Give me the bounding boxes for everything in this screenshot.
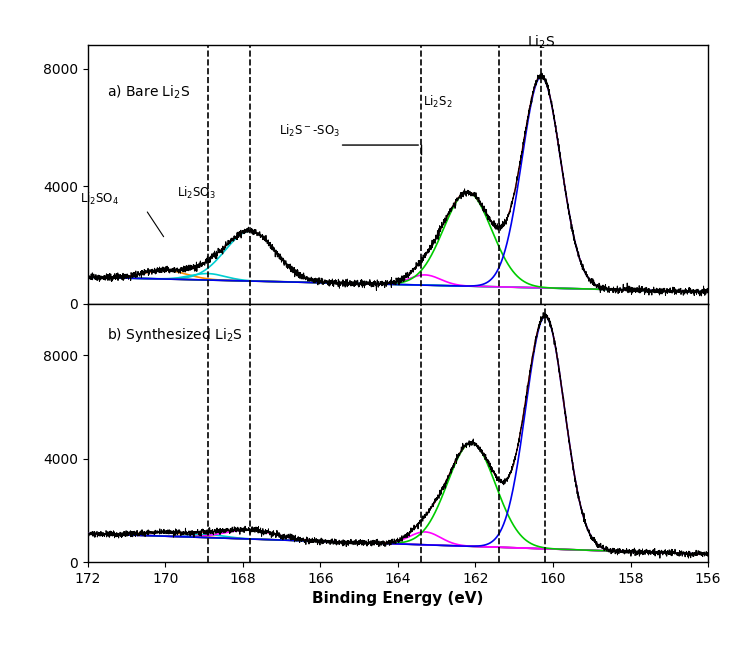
Text: a) Bare Li$_2$S: a) Bare Li$_2$S: [107, 83, 191, 101]
X-axis label: Binding Energy (eV): Binding Energy (eV): [312, 591, 483, 607]
Text: Li$_2$SO$_3$: Li$_2$SO$_3$: [177, 185, 215, 201]
Text: b) Synthesized Li$_2$S: b) Synthesized Li$_2$S: [107, 326, 242, 344]
Text: Li$_2$S$^-$-SO$_3$: Li$_2$S$^-$-SO$_3$: [279, 123, 339, 139]
Text: Li$_2$S$_2$: Li$_2$S$_2$: [423, 94, 452, 110]
Text: Li$_2$SO$_4$: Li$_2$SO$_4$: [80, 191, 119, 207]
Text: Li$_2$S: Li$_2$S: [527, 34, 556, 51]
